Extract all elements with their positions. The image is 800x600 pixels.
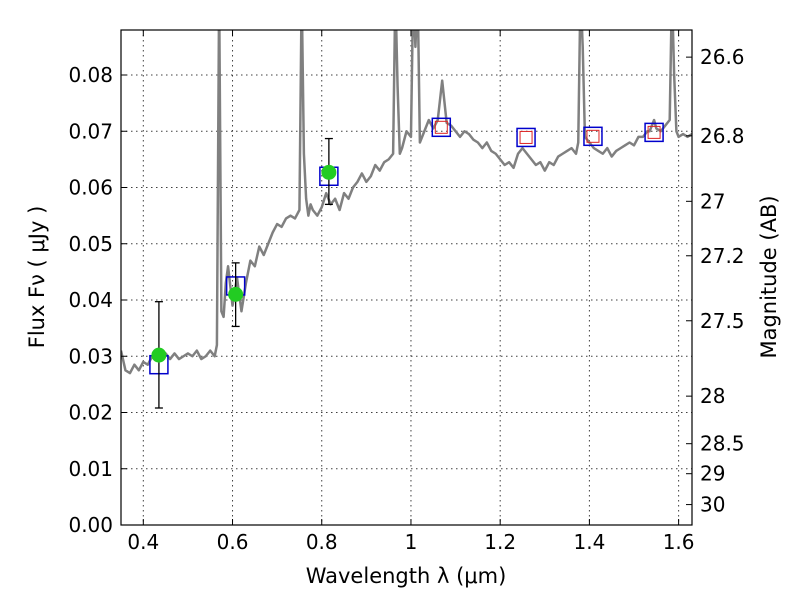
- magnitude-tick-label: 28.5: [700, 432, 745, 456]
- magnitude-tick-label: 26.8: [700, 124, 745, 148]
- spectrum-line: [121, 30, 692, 375]
- y-axis-title: Flux Fν ( μJy ): [25, 206, 49, 349]
- x-tick-label: 0.4: [127, 530, 159, 554]
- magnitude-tick-label: 28: [700, 384, 725, 408]
- model-inner-box: [647, 125, 661, 139]
- observed-flux-point: [321, 164, 337, 180]
- y-tick-label: 0.04: [68, 288, 113, 312]
- plot-content: [121, 30, 692, 409]
- magnitude-axis-title: Magnitude (AB): [757, 195, 781, 358]
- model-flux-box: [644, 122, 664, 143]
- model-inner-box: [586, 129, 600, 143]
- y-tick-label: 0.03: [68, 344, 113, 368]
- magnitude-tick-label: 30: [700, 493, 725, 517]
- magnitude-tick-label: 27: [700, 189, 725, 213]
- x-tick-label: 1.4: [573, 530, 605, 554]
- y-tick-label: 0.02: [68, 401, 113, 425]
- y-tick-label: 0.00: [68, 513, 113, 537]
- x-tick-label: 1.6: [663, 530, 695, 554]
- x-axis-title: Wavelength λ (μm): [306, 564, 507, 588]
- model-flux-box: [516, 127, 536, 148]
- magnitude-axis-ticks: 26.6 26.8 27 27.2 27.5 28 28.5 29 30: [686, 45, 745, 517]
- model-inner-box: [434, 120, 448, 134]
- observed-flux-point: [228, 286, 244, 302]
- y-axis-ticks: 0.00 0.01 0.02 0.03 0.04 0.05 0.06 0.07 0.08: [68, 63, 127, 537]
- y-tick-label: 0.07: [68, 119, 113, 143]
- magnitude-tick-label: 26.6: [700, 45, 745, 69]
- model-flux-box: [431, 117, 452, 138]
- plot-frame: [120, 29, 693, 526]
- magnitude-tick-label: 29: [700, 462, 725, 486]
- magnitude-tick-label: 27.2: [700, 244, 745, 268]
- model-flux-box: [583, 126, 603, 147]
- y-tick-label: 0.06: [68, 176, 113, 200]
- magnitude-tick-label: 27.5: [700, 309, 745, 333]
- x-axis-ticks: 0.4 0.6 0.8 1 1.2 1.4 1.6: [127, 30, 695, 554]
- y-tick-label: 0.05: [68, 232, 113, 256]
- x-tick-label: 1: [405, 530, 418, 554]
- x-tick-label: 1.2: [484, 530, 516, 554]
- y-tick-label: 0.08: [68, 63, 113, 87]
- y-tick-label: 0.01: [68, 457, 113, 481]
- observed-flux-point: [151, 347, 167, 363]
- x-tick-label: 0.8: [306, 530, 338, 554]
- grid-lines: [121, 30, 692, 526]
- model-inner-box: [519, 130, 533, 144]
- x-tick-label: 0.6: [217, 530, 249, 554]
